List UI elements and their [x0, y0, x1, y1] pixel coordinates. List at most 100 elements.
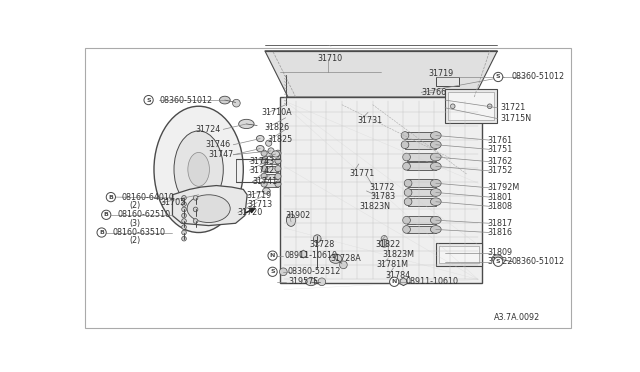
Bar — [405, 141, 436, 148]
Text: S: S — [270, 269, 275, 274]
Ellipse shape — [451, 104, 455, 109]
Text: (3): (3) — [129, 219, 140, 228]
Bar — [264, 174, 278, 179]
Ellipse shape — [403, 217, 410, 224]
Ellipse shape — [275, 150, 281, 156]
Ellipse shape — [330, 254, 342, 263]
Ellipse shape — [431, 132, 441, 140]
Ellipse shape — [287, 214, 296, 226]
Text: 08160-63510: 08160-63510 — [113, 228, 165, 237]
Circle shape — [493, 73, 503, 81]
Ellipse shape — [431, 163, 441, 170]
Text: 31742: 31742 — [250, 166, 275, 174]
Text: 31801: 31801 — [488, 193, 513, 202]
Bar — [405, 132, 436, 140]
Text: 31728: 31728 — [310, 240, 335, 249]
Text: 31822: 31822 — [375, 240, 400, 248]
Text: 31792M: 31792M — [488, 183, 520, 192]
Ellipse shape — [404, 189, 412, 196]
Ellipse shape — [340, 261, 348, 269]
Ellipse shape — [182, 202, 186, 206]
Text: 31719: 31719 — [246, 191, 271, 200]
Text: 31781M: 31781M — [376, 260, 408, 269]
Ellipse shape — [275, 173, 281, 179]
Bar — [436, 243, 482, 266]
Ellipse shape — [220, 96, 230, 104]
Text: 08360-51012: 08360-51012 — [511, 73, 564, 81]
Ellipse shape — [188, 153, 209, 186]
Text: 31731: 31731 — [357, 116, 382, 125]
Text: 31762: 31762 — [488, 157, 513, 166]
Text: 31823M: 31823M — [383, 250, 415, 259]
Circle shape — [97, 228, 106, 237]
Bar — [408, 198, 436, 206]
Ellipse shape — [403, 153, 410, 161]
Ellipse shape — [431, 225, 441, 233]
Text: 31705: 31705 — [161, 198, 186, 207]
Bar — [264, 158, 278, 164]
Ellipse shape — [193, 207, 198, 212]
Text: 31826: 31826 — [264, 123, 289, 132]
Text: 31808: 31808 — [488, 202, 513, 211]
Ellipse shape — [182, 196, 186, 200]
Ellipse shape — [261, 158, 267, 164]
Circle shape — [390, 277, 399, 286]
Text: 31747: 31747 — [208, 150, 234, 159]
Ellipse shape — [272, 151, 280, 157]
Ellipse shape — [431, 217, 441, 224]
Ellipse shape — [261, 166, 267, 172]
Text: S: S — [496, 74, 500, 80]
Ellipse shape — [257, 135, 264, 142]
Text: 31722: 31722 — [488, 257, 513, 266]
Circle shape — [102, 210, 111, 219]
Ellipse shape — [268, 148, 274, 154]
Ellipse shape — [488, 104, 492, 109]
Circle shape — [106, 192, 115, 202]
Bar — [406, 225, 436, 233]
Bar — [445, 89, 497, 123]
Text: (2): (2) — [129, 237, 141, 246]
Text: B: B — [104, 212, 109, 217]
Text: 31783: 31783 — [371, 192, 396, 201]
Bar — [325, 16, 331, 24]
Bar — [408, 179, 436, 187]
Ellipse shape — [318, 278, 326, 286]
Ellipse shape — [182, 219, 186, 223]
Ellipse shape — [401, 132, 409, 140]
Text: S: S — [147, 97, 151, 103]
Text: 31823N: 31823N — [360, 202, 390, 211]
Text: N: N — [270, 253, 275, 258]
Text: N: N — [392, 279, 397, 284]
Ellipse shape — [182, 207, 186, 212]
Text: 31809: 31809 — [488, 248, 513, 257]
Polygon shape — [172, 186, 247, 225]
Ellipse shape — [275, 166, 281, 172]
Text: 08360-51012: 08360-51012 — [159, 96, 212, 105]
Bar — [406, 163, 436, 170]
Text: 31825: 31825 — [267, 135, 292, 144]
Ellipse shape — [182, 225, 186, 230]
Text: 08160-64010: 08160-64010 — [122, 193, 175, 202]
Ellipse shape — [193, 196, 198, 200]
Bar — [439, 246, 479, 263]
Ellipse shape — [404, 198, 412, 206]
Ellipse shape — [232, 99, 240, 107]
Ellipse shape — [257, 145, 264, 152]
Ellipse shape — [381, 235, 387, 242]
Circle shape — [144, 96, 153, 105]
Ellipse shape — [174, 131, 223, 208]
Text: 31761: 31761 — [488, 136, 513, 145]
Ellipse shape — [431, 198, 441, 206]
Ellipse shape — [182, 236, 186, 241]
Ellipse shape — [262, 188, 270, 194]
Text: S: S — [496, 259, 500, 264]
Ellipse shape — [431, 153, 441, 161]
Ellipse shape — [182, 230, 186, 235]
Ellipse shape — [280, 268, 287, 276]
Text: 31710: 31710 — [317, 54, 343, 63]
Polygon shape — [300, 250, 307, 258]
Text: A3.7A.0092: A3.7A.0092 — [494, 314, 541, 323]
Ellipse shape — [182, 213, 186, 218]
Text: 08360-52512: 08360-52512 — [288, 267, 341, 276]
Ellipse shape — [404, 179, 412, 187]
